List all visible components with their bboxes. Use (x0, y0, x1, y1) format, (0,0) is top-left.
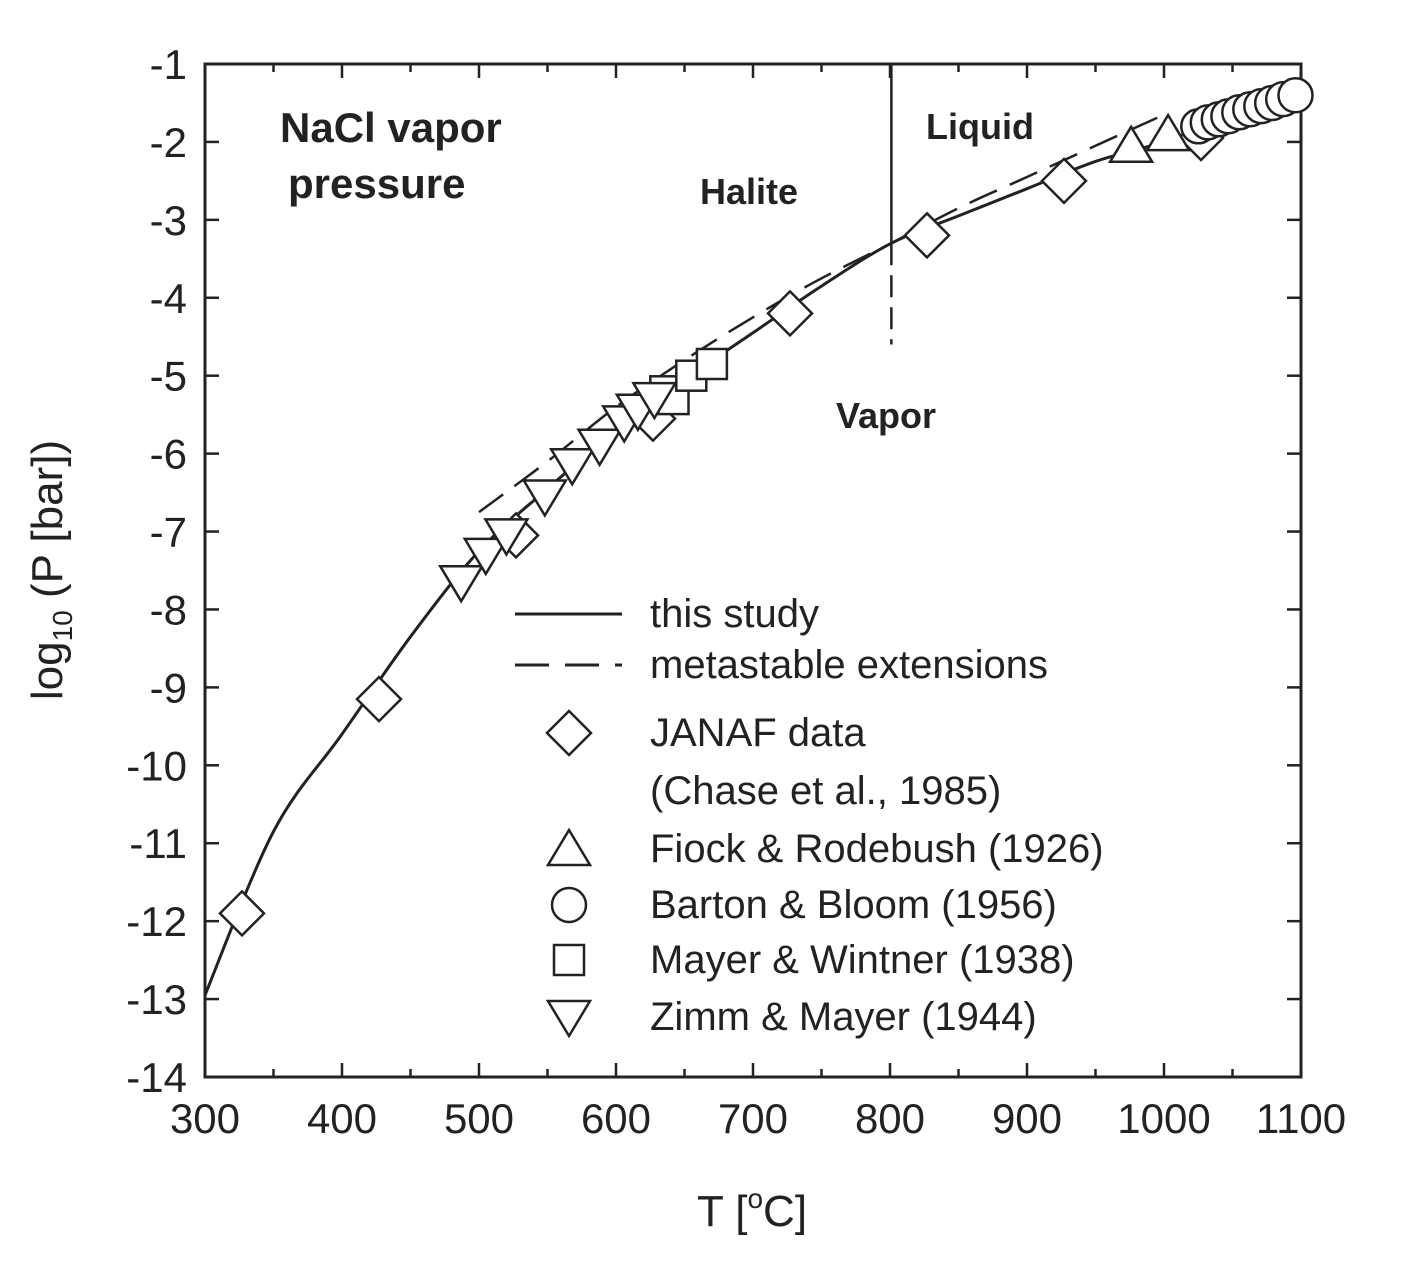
x-axis-title-rest: C] (763, 1187, 807, 1236)
y-tick-label: -9 (150, 664, 187, 711)
legend-square-marker (552, 943, 586, 977)
triangle-down-marker (483, 518, 530, 557)
series-2 (1180, 76, 1314, 145)
data-point-triangle-down (631, 381, 678, 421)
y-tick-label: -7 (150, 509, 187, 556)
chart-annotations: NaCl vapor pressure Halite Liquid Vapor (280, 104, 1034, 436)
data-point-diamond (766, 289, 814, 338)
x-axis: 300 400 500 600 700 800 900 1000 1100 (170, 64, 1346, 1142)
data-point-triangle-down (521, 479, 569, 518)
y-axis-title-main: log (23, 641, 72, 700)
y-axis: -1 -2 -3 -4 -5 -6 -7 -8 -9 -10 -11 -12 -13 -14 (126, 41, 1301, 1101)
metastable-halite-curve (478, 242, 892, 514)
x-axis-title-main: T [ (697, 1187, 748, 1236)
x-tick-label: 400 (307, 1095, 377, 1142)
x-tick-label: 900 (992, 1095, 1062, 1142)
y-tick-label: -13 (126, 976, 187, 1023)
data-point-triangle-down (483, 518, 530, 557)
legend-triangle-down-marker (545, 999, 593, 1039)
triangle-down-marker (521, 479, 569, 518)
legend-label-mayer-wintner: Mayer & Wintner (1938) (650, 938, 1075, 982)
diamond-marker (1040, 157, 1088, 205)
data-point-triangle-down (576, 428, 623, 468)
data-point-diamond (355, 675, 403, 723)
legend: this study metastable extensions JANAF d… (515, 592, 1104, 1039)
vapor-region-label: Vapor (836, 395, 936, 436)
data-point-triangle-up (1144, 112, 1192, 152)
y-tick-label: -14 (126, 1054, 187, 1101)
legend-circle-marker (550, 886, 588, 924)
y-tick-label: -3 (150, 197, 187, 244)
legend-label-fiock: Fiock & Rodebush (1926) (650, 827, 1104, 871)
series-4 (437, 381, 678, 604)
x-tick-label: 800 (855, 1095, 925, 1142)
y-tick-label: -1 (150, 41, 187, 88)
legend-triangle-up-marker (545, 827, 593, 867)
metastable-liquid-curve (890, 113, 1165, 245)
plot-layer: 300 400 500 600 700 800 900 1000 1100-1-2-3-4-5-… (126, 41, 1346, 1142)
triangle-up-marker (1144, 112, 1192, 152)
diamond-marker (766, 289, 814, 338)
y-tick-label: -11 (129, 820, 187, 867)
x-tick-label: 500 (444, 1095, 514, 1142)
data-point-diamond (1040, 157, 1088, 205)
series-3 (649, 347, 729, 416)
legend-label-janaf-citation: (Chase et al., 1985) (650, 769, 1001, 813)
y-axis-title-subscript: 10 (47, 610, 78, 641)
y-tick-label: -5 (150, 353, 187, 400)
x-tick-label: 300 (170, 1095, 240, 1142)
diamond-marker (903, 211, 951, 260)
diamond-marker (218, 889, 266, 938)
y-axis-title-rest: (P [bar]) (23, 440, 72, 610)
x-tick-label: 700 (718, 1095, 788, 1142)
legend-diamond-marker (545, 709, 593, 757)
series-1 (1107, 112, 1192, 164)
legend-label-janaf: JANAF data (650, 711, 866, 755)
x-tick-label: 1000 (1117, 1095, 1210, 1142)
circle-marker (1277, 76, 1314, 114)
diamond-marker (355, 675, 403, 723)
x-tick-label: 1100 (1256, 1095, 1346, 1142)
data-point-triangle-up (1107, 124, 1155, 164)
triangle-down-marker (437, 564, 485, 604)
x-tick-label: 600 (581, 1095, 651, 1142)
square-marker (695, 347, 729, 381)
data-point-circle (1277, 76, 1314, 114)
triangle-down-marker (462, 537, 510, 577)
data-point-triangle-down (548, 448, 596, 487)
y-tick-label: -12 (126, 898, 187, 945)
liquid-region-label: Liquid (926, 106, 1034, 147)
y-tick-label: -8 (150, 586, 187, 633)
triangle-up-marker (1107, 124, 1155, 164)
data-point-diamond (903, 211, 951, 260)
x-axis-title-superscript: o (747, 1183, 763, 1214)
legend-label-zimm-mayer: Zimm & Mayer (1944) (650, 995, 1037, 1039)
triangle-down-marker (576, 428, 623, 468)
data-point-triangle-down (437, 564, 485, 604)
legend-label-this-study: this study (650, 592, 819, 636)
y-tick-label: -10 (126, 742, 187, 789)
chart-title-line2: pressure (288, 160, 465, 207)
data-point-square (695, 347, 729, 381)
y-tick-label: -4 (150, 275, 187, 322)
y-tick-label: -6 (150, 431, 187, 478)
y-axis-title: log10 (P [bar]) (23, 440, 78, 700)
x-axis-title: T [oC] (697, 1183, 807, 1236)
y-tick-label: -2 (150, 119, 187, 166)
data-point-diamond (218, 889, 266, 938)
triangle-down-marker (548, 448, 596, 487)
halite-region-label: Halite (700, 171, 798, 212)
chart-title-line1: NaCl vapor (280, 104, 502, 151)
legend-label-metastable: metastable extensions (650, 643, 1048, 687)
legend-label-barton: Barton & Bloom (1956) (650, 883, 1057, 927)
data-point-triangle-down (462, 537, 510, 577)
triangle-down-marker (631, 381, 678, 421)
